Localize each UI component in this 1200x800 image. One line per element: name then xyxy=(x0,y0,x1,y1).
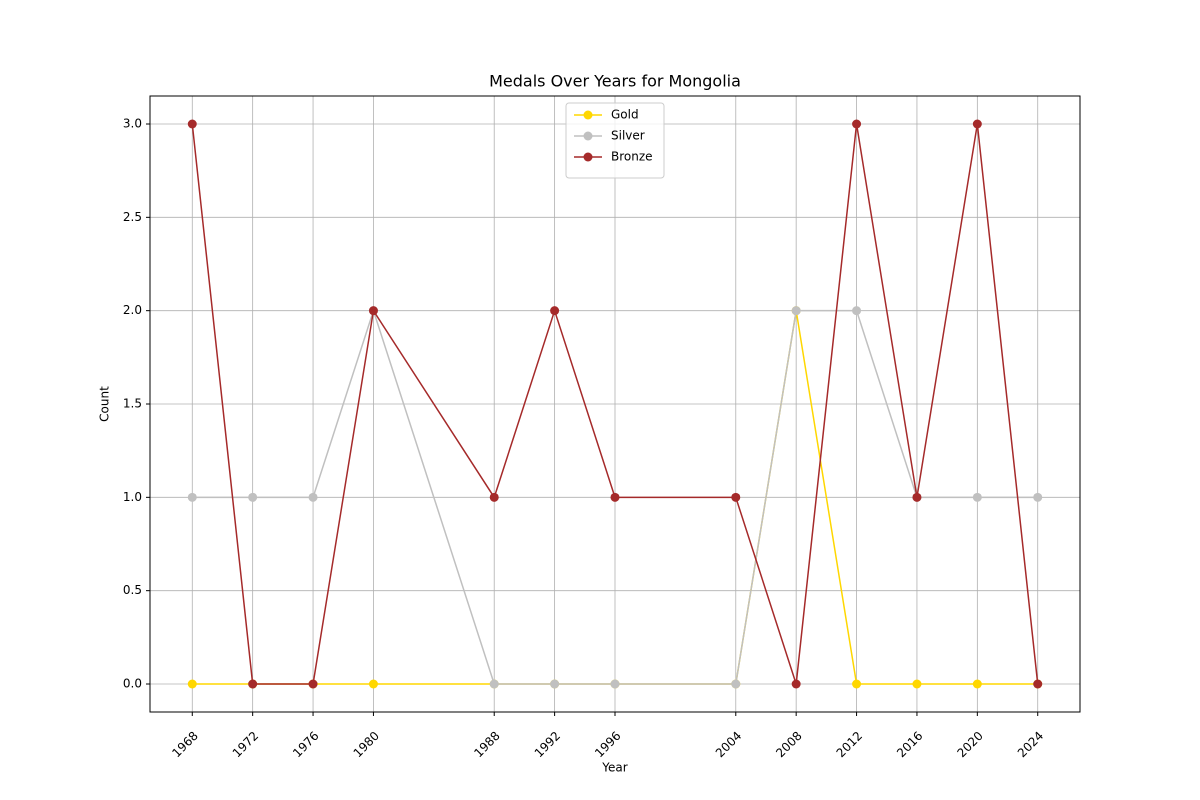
point xyxy=(912,492,922,502)
point xyxy=(791,306,801,316)
point xyxy=(187,492,197,502)
point xyxy=(550,306,560,316)
point xyxy=(187,679,197,689)
point xyxy=(972,679,982,689)
point xyxy=(972,492,982,502)
point xyxy=(1033,492,1043,502)
legend-marker xyxy=(583,110,593,120)
y-tick-label: 1.5 xyxy=(123,397,142,411)
legend-label: Bronze xyxy=(611,150,653,164)
plot-frame xyxy=(149,95,1081,713)
legend-marker xyxy=(583,152,593,162)
point xyxy=(1033,679,1043,689)
y-tick-label: 2.0 xyxy=(123,303,142,317)
point xyxy=(489,492,499,502)
point xyxy=(248,492,258,502)
legend-label: Gold xyxy=(611,108,639,122)
point xyxy=(368,306,378,316)
x-tick-label: 1972 xyxy=(230,729,261,760)
point xyxy=(852,679,862,689)
x-tick-label: 2012 xyxy=(834,729,865,760)
x-tick-label: 1980 xyxy=(351,729,382,760)
legend-label: Silver xyxy=(611,129,645,143)
x-tick-label: 1992 xyxy=(532,729,563,760)
point xyxy=(308,679,318,689)
x-tick-label: 2020 xyxy=(954,729,985,760)
y-tick-label: 1.0 xyxy=(123,490,142,504)
point xyxy=(972,119,982,129)
x-tick-label: 2004 xyxy=(713,729,744,760)
y-tick-label: 0.0 xyxy=(123,677,142,691)
x-tick-label: 1976 xyxy=(290,729,321,760)
x-tick-label: 2016 xyxy=(894,729,925,760)
point xyxy=(731,492,741,502)
x-tick-label: 1968 xyxy=(169,729,200,760)
y-tick-label: 3.0 xyxy=(123,117,142,131)
x-tick-label: 2024 xyxy=(1015,729,1046,760)
point xyxy=(791,679,801,689)
legend-marker xyxy=(583,131,593,141)
point xyxy=(550,679,560,689)
point xyxy=(248,679,258,689)
x-axis-label: Year xyxy=(601,761,627,775)
x-tick-label: 1988 xyxy=(471,729,502,760)
y-tick-label: 0.5 xyxy=(123,583,142,597)
x-tick-label: 2008 xyxy=(773,729,804,760)
y-tick-label: 2.5 xyxy=(123,210,142,224)
x-tick-label: 1996 xyxy=(592,729,623,760)
point xyxy=(610,492,620,502)
point xyxy=(489,679,499,689)
y-axis-label: Count xyxy=(98,386,112,422)
point xyxy=(852,306,862,316)
point xyxy=(852,119,862,129)
point xyxy=(610,679,620,689)
point xyxy=(912,679,922,689)
point xyxy=(187,119,197,129)
point xyxy=(368,679,378,689)
chart-title: Medals Over Years for Mongolia xyxy=(489,72,741,91)
point xyxy=(308,492,318,502)
point xyxy=(731,679,741,689)
